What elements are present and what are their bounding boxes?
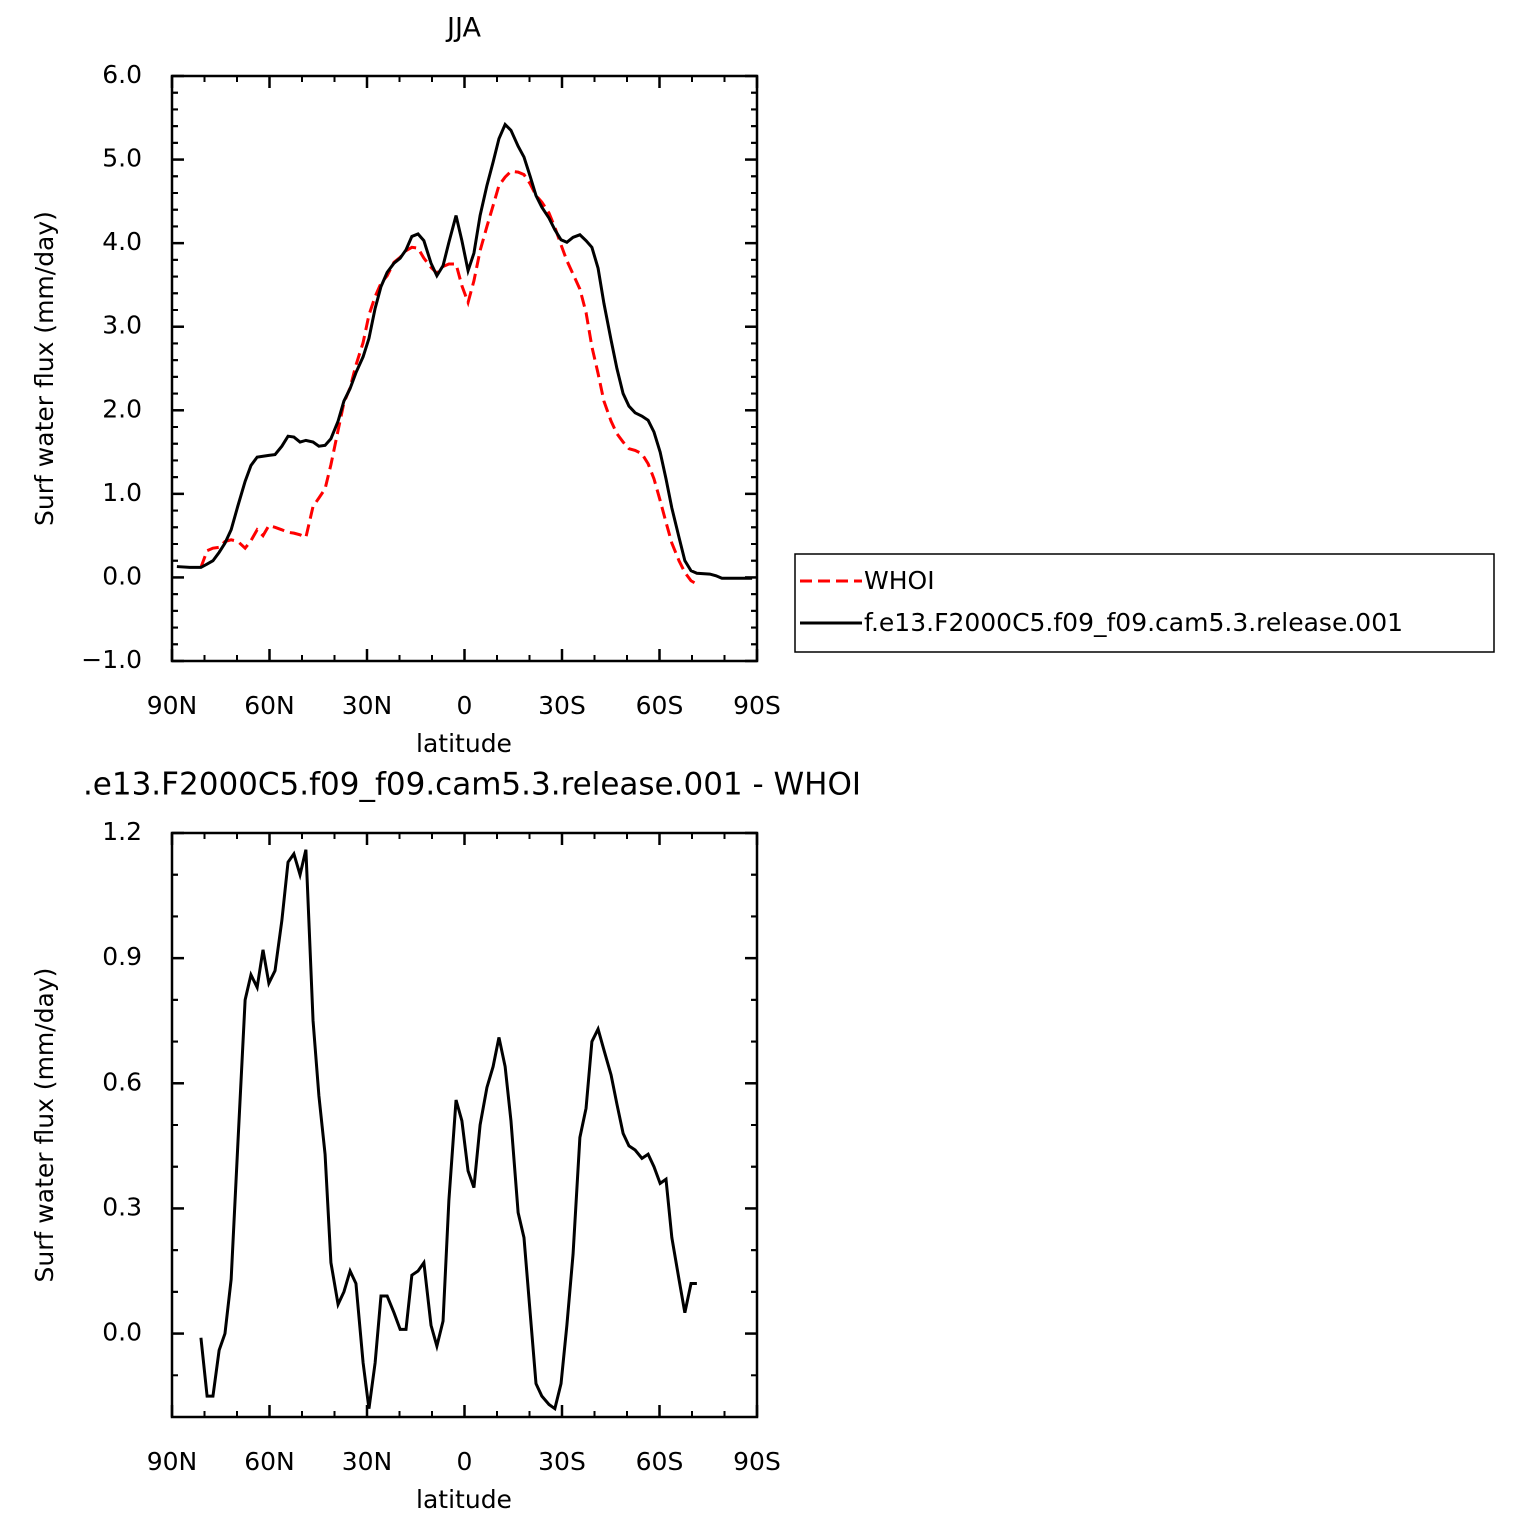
data-line [199, 169, 698, 586]
legend-label: f.e13.F2000C5.f09_f09.cam5.3.release.001 [864, 608, 1403, 637]
y-tick-label: 3.0 [102, 311, 142, 340]
x-axis-label: latitude [416, 729, 512, 758]
x-tick-label: 60S [636, 691, 684, 720]
legend-label: WHOI [864, 566, 935, 595]
y-tick-label: 0.6 [102, 1067, 142, 1096]
x-tick-label: 90N [147, 691, 198, 720]
y-axis-label: Surf water flux (mm/day) [30, 211, 59, 526]
x-tick-label: 0 [457, 1447, 473, 1476]
y-tick-label: 5.0 [102, 144, 142, 173]
x-axis-label: latitude [416, 1485, 512, 1514]
chart-title: JJA [445, 13, 481, 44]
y-tick-label: 4.0 [102, 227, 142, 256]
plot-frame [170, 831, 759, 1419]
y-tick-label: 1.0 [102, 478, 142, 507]
x-tick-label: 30S [538, 691, 586, 720]
y-axis-label: Surf water flux (mm/day) [30, 968, 59, 1283]
x-tick-label: 90S [733, 1447, 781, 1476]
y-tick-label: −1.0 [81, 645, 142, 674]
x-tick-label: 30S [538, 1447, 586, 1476]
y-tick-label: 0.0 [102, 561, 142, 590]
legend-box [794, 553, 1495, 653]
y-tick-label: 0.0 [102, 1318, 142, 1347]
x-tick-label: 60N [244, 1447, 295, 1476]
data-line [199, 849, 697, 1412]
data-line [176, 121, 753, 580]
y-tick-label: 6.0 [102, 60, 142, 89]
x-tick-label: 30N [342, 691, 393, 720]
y-tick-label: 2.0 [102, 394, 142, 423]
y-tick-label: 0.3 [102, 1192, 142, 1221]
chart-title: .e13.F2000C5.f09_f09.cam5.3.release.001 … [83, 767, 861, 803]
x-tick-label: 60S [636, 1447, 684, 1476]
x-tick-label: 90S [733, 691, 781, 720]
plot-frame [170, 74, 759, 663]
x-tick-label: 90N [147, 1447, 198, 1476]
x-tick-label: 60N [244, 691, 295, 720]
y-tick-label: 0.9 [102, 942, 142, 971]
y-tick-label: 1.2 [102, 817, 142, 846]
x-tick-label: 30N [342, 1447, 393, 1476]
x-tick-label: 0 [457, 691, 473, 720]
